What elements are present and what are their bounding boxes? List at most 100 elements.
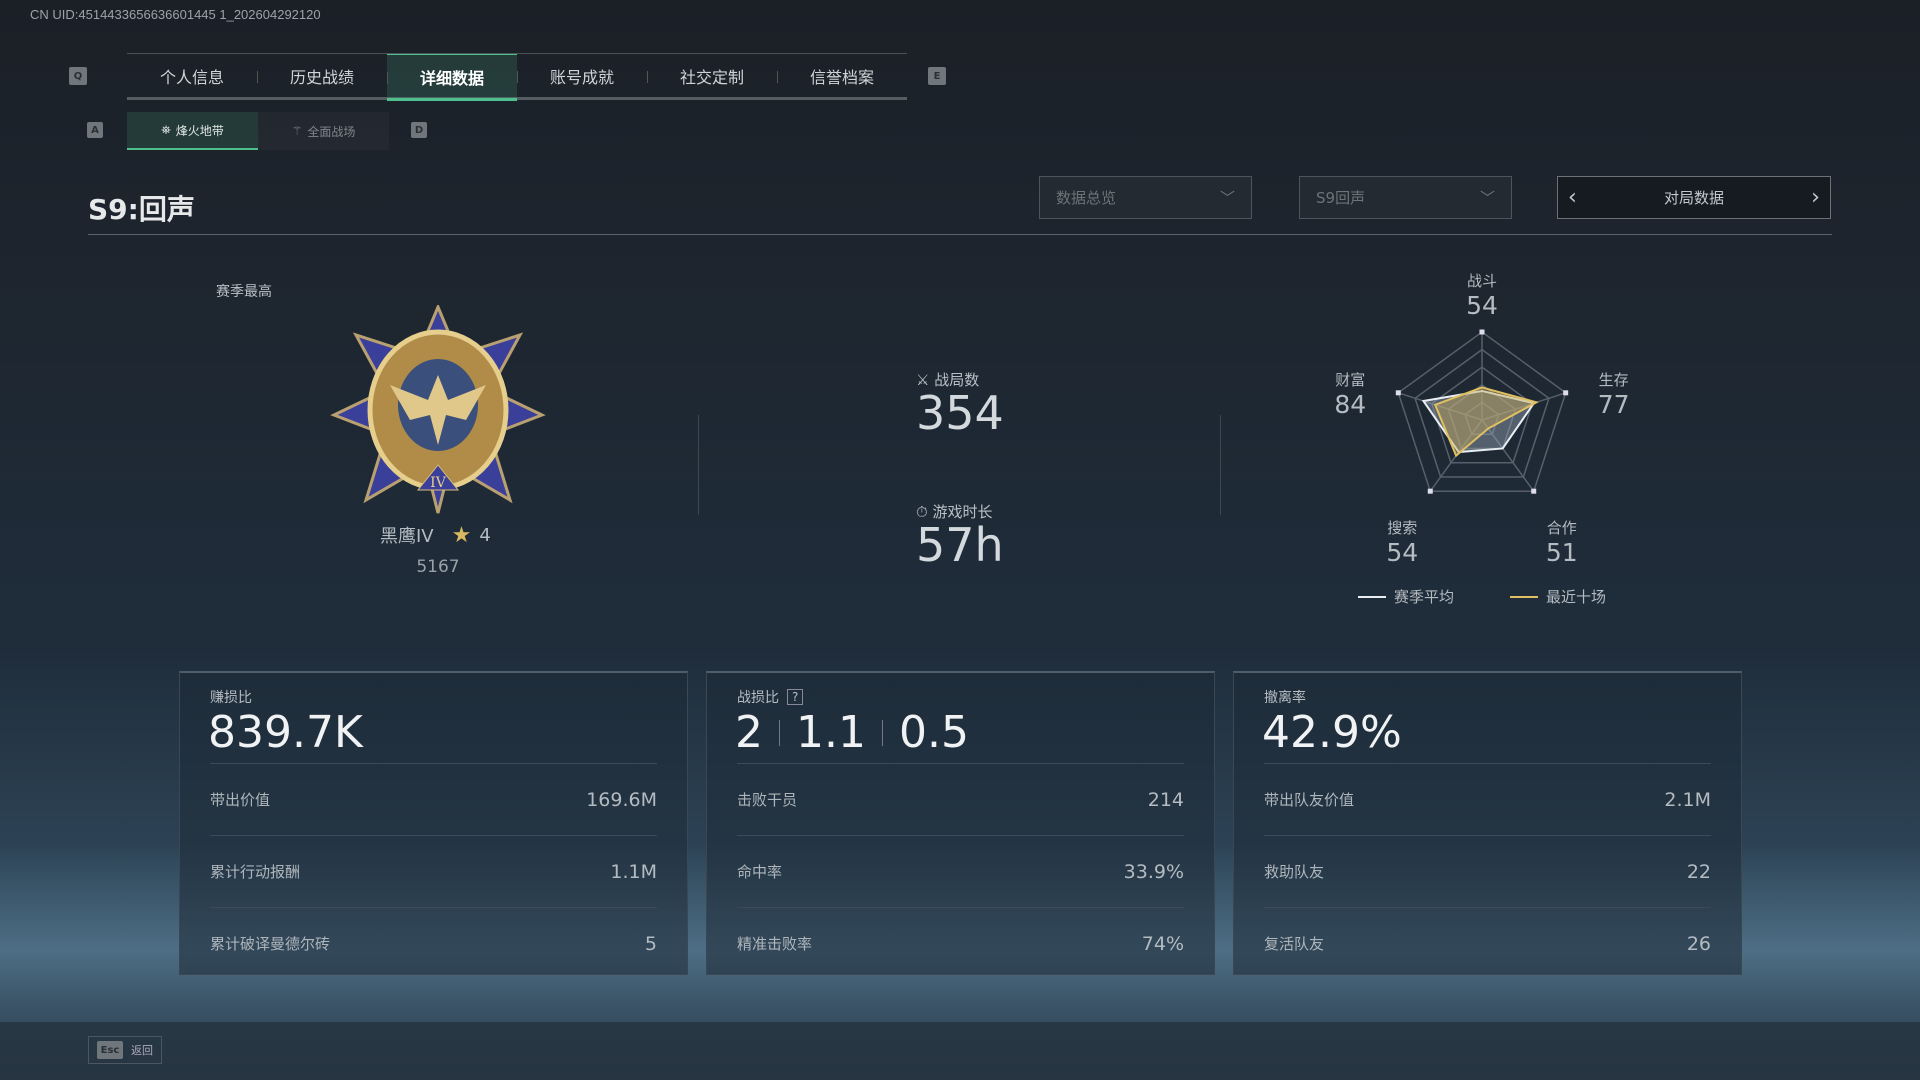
matches-label-row: ⚔ 战局数 [916,369,979,390]
profit-card: 赚损比 839.7K 带出价值 169.6M 累计行动报酬 1.1M 累计破译曼德尔… [179,671,688,975]
radar-axis-label: 合作 51 [1522,517,1602,567]
row-label: 击败干员 [737,791,798,809]
mode-switcher: ‹ 对局数据 › [1557,176,1831,219]
rank-name-row: 黑鹰IV ★ 4 [380,522,491,548]
subtab-label: 全面战场 [307,124,356,139]
rank-medal-icon: IV [330,305,546,514]
radar-grid-ring [1397,331,1567,492]
legend: 赛季平均 最近十场 [1358,586,1606,607]
row-label: 命中率 [737,863,783,881]
card-value: 2 1.1 0.5 [735,707,969,758]
radar-axis-name: 生存 [1598,370,1629,389]
chevron-down-icon: ﹀ [1219,189,1235,207]
key-hint-d[interactable]: D [411,122,427,138]
svg-text:IV: IV [430,475,447,491]
mode-label: 对局数据 [1663,189,1724,207]
radar-axis [1481,419,1535,492]
radar-grid-ring [1447,383,1517,450]
card-title: 撤离率 [1264,690,1306,706]
kd-value-1: 2 [735,707,763,758]
crossed-swords-icon: ⚔ [916,371,930,389]
radar-axis-name: 财富 [1335,370,1366,389]
extract-card: 撤离率 42.9% 带出队友价值 2.1M 救助队友 22 复活队友 26 [1233,671,1742,975]
row-value: 74% [1141,932,1184,955]
tab-credit[interactable]: 信誉档案 [777,54,907,98]
row-value: 33.9% [1123,860,1184,883]
radar-axis-value: 84 [1334,389,1367,419]
chevron-left-icon[interactable]: ‹ [1568,185,1577,210]
back-label: 返回 [131,1044,153,1057]
key-hint-a[interactable]: A [87,122,103,138]
uid-text: CN UID:4514433656636601445 1_20260429212… [30,7,321,22]
row-value: 1.1M [610,860,657,883]
row-value: 5 [644,932,657,955]
esc-key: Esc [97,1041,123,1059]
key-hint-q[interactable]: Q [69,67,87,85]
radar-axis-value: 54 [1386,538,1419,568]
radar-vertex [1531,488,1537,494]
legend-season-avg: 赛季平均 [1394,588,1455,606]
subtab-beacon-zone[interactable]: ⛯ 烽火地带 [127,112,258,150]
beacon-icon: ⛯ [161,122,171,137]
radar-axis-name: 战斗 [1466,272,1497,290]
season-best-label: 赛季最高 [216,284,272,300]
row-label: 复活队友 [1264,935,1325,953]
star-icon: ★ [451,522,472,548]
radar-series-0 [1421,389,1536,454]
back-button[interactable]: Esc 返回 [88,1036,162,1064]
matches-count: 354 [916,386,1004,440]
dropdown-value: 数据总览 [1056,189,1117,207]
chevron-right-icon[interactable]: › [1811,185,1820,210]
tab-history[interactable]: 历史战绩 [257,54,387,98]
radar-axis [1398,392,1483,421]
radar-axis-name: 搜索 [1387,519,1418,538]
playtime-value: 57h [916,518,1004,572]
dropdown-value: S9回声 [1316,189,1366,207]
row-label: 累计破译曼德尔砖 [210,935,331,953]
tab-detailed-data[interactable]: 详细数据 [387,54,517,101]
stopwatch-icon: ⏱ [916,503,928,521]
radar-axis-value: 77 [1597,389,1630,419]
radar-axis-label: 生存 77 [1574,369,1654,419]
tab-personal-info[interactable]: 个人信息 [159,68,224,87]
season-dropdown[interactable]: S9回声 ﹀ [1299,176,1512,219]
row-value: 214 [1147,788,1184,811]
divider [698,415,699,515]
tab-social[interactable]: 社交定制 [647,54,777,98]
key-hint-e[interactable]: E [928,67,946,85]
radar-axis-label: 搜索 54 [1362,517,1442,567]
divider [1220,415,1221,515]
row-value: 169.6M [586,788,657,811]
radar-vertex [1427,488,1433,494]
card-title: 战损比 [737,690,779,706]
footer-bar [0,1022,1920,1080]
radar-axis-value: 51 [1545,538,1578,568]
rank-score: 5167 [416,557,460,577]
row-label: 精准击败率 [737,935,813,953]
legend-recent-ten: 最近十场 [1546,588,1607,606]
kd-value-3: 0.5 [898,707,969,758]
legend-swatch-recent [1510,595,1539,598]
radar-series-1 [1433,386,1540,458]
tab-achievements[interactable]: 账号成就 [517,54,647,98]
card-value: 839.7K [208,707,363,758]
card-title: 赚损比 [210,690,252,706]
playtime-label-row: ⏱ 游戏时长 [916,501,993,522]
row-label: 带出价值 [210,791,271,809]
overview-dropdown[interactable]: 数据总览 ﹀ [1039,176,1252,219]
row-label: 累计行动报酬 [210,863,301,881]
radar-vertex [1563,390,1569,396]
page-title: S9:回声 [88,193,195,226]
radar-axis-value: 54 [1466,291,1498,320]
row-value: 22 [1686,860,1711,883]
rank-stars: 4 [479,524,491,546]
main-tabs: 个人信息 历史战绩 详细数据 账号成就 社交定制 信誉档案 [127,53,907,101]
row-label: 带出队友价值 [1264,791,1355,809]
card-value: 42.9% [1262,707,1402,758]
help-icon[interactable]: ? [787,689,804,705]
row-value: 2.1M [1664,788,1711,811]
radar-axis-label: 战斗 54 [1442,270,1522,320]
row-value: 26 [1686,932,1711,955]
subtab-full-battlefield[interactable]: ⚚ 全面战场 [258,112,389,150]
rank-name: 黑鹰IV [380,526,434,547]
